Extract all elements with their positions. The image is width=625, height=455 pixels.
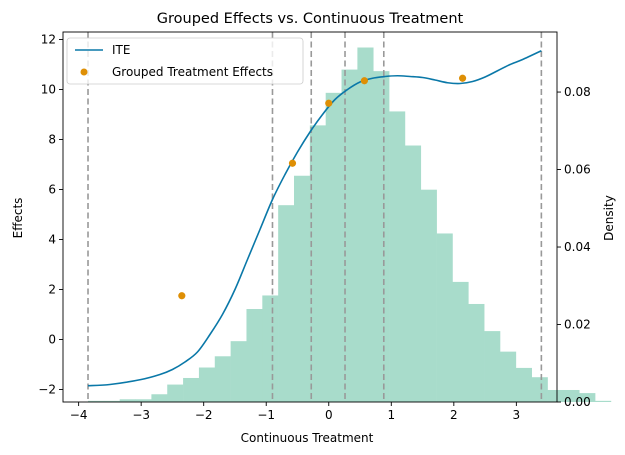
y-tick-label: 10 <box>41 83 56 97</box>
histogram-bar <box>151 394 168 402</box>
plot-frame <box>62 31 558 403</box>
grouped-effect-point <box>288 159 297 167</box>
histogram-bar <box>341 69 358 403</box>
y-axis-ticks: −2 0 2 4 6 8 10 12 <box>38 33 63 397</box>
x-tick-label: −3 <box>132 408 150 422</box>
y-tick-label: −2 <box>38 383 56 397</box>
group-boundaries <box>87 32 543 402</box>
histogram-bar <box>325 92 342 403</box>
histogram-bar <box>373 71 390 402</box>
y-tick-label: 0 <box>48 333 56 347</box>
grouped-effects-points <box>178 74 467 300</box>
legend-box <box>66 37 304 85</box>
histogram-bar <box>278 205 295 402</box>
histogram-bar <box>436 233 453 402</box>
grouped-effect-point <box>178 292 186 300</box>
x-tick-label: 2 <box>450 408 458 422</box>
chart-title: Grouped Effects vs. Continuous Treatment <box>157 11 464 27</box>
y2-tick-label: 0.04 <box>564 240 591 254</box>
histogram-bar <box>103 400 121 402</box>
grouped-effect-point <box>458 74 467 82</box>
x-tick-label: −1 <box>257 408 275 422</box>
x-tick-label: −2 <box>195 408 213 422</box>
grouped-effect-point <box>360 77 369 85</box>
y2-tick-label: 0.08 <box>564 85 591 99</box>
x-axis-ticks: −4 −3 −2 −1 0 1 2 3 <box>70 402 520 422</box>
legend-label-grouped: Grouped Treatment Effects <box>112 65 273 79</box>
x-tick-label: 3 <box>513 408 521 422</box>
histogram-bar <box>230 341 247 402</box>
histogram-bar <box>404 145 422 403</box>
y-tick-label: 4 <box>48 233 56 247</box>
x-tick-label: −4 <box>70 408 88 422</box>
histogram-bar <box>357 47 374 403</box>
legend-dot-swatch <box>80 68 88 76</box>
x-tick-label: 0 <box>325 408 333 422</box>
histogram-bar <box>420 189 437 402</box>
histogram-bar <box>547 389 564 402</box>
y-tick-label: 2 <box>48 283 56 297</box>
y2-axis-ticks: 0.00 0.02 0.04 0.06 0.08 <box>557 85 591 409</box>
legend: ITE Grouped Treatment Effects <box>66 37 304 85</box>
histogram-bar <box>515 367 532 402</box>
histogram-bar <box>531 377 548 402</box>
histogram-bar <box>262 295 279 402</box>
y-axis-label: Effects <box>11 198 25 239</box>
y-tick-label: 12 <box>41 33 56 47</box>
histogram-bar <box>579 393 596 402</box>
histogram-bar <box>167 384 184 402</box>
y2-tick-label: 0.00 <box>564 395 591 409</box>
histogram-bar <box>214 356 231 402</box>
histogram-bar <box>595 400 612 402</box>
histogram-bar <box>484 331 501 402</box>
x-tick-label: 1 <box>387 408 395 422</box>
histogram <box>88 47 612 403</box>
histogram-bar <box>468 303 485 402</box>
histogram-bar <box>309 125 326 402</box>
histogram-bar <box>183 377 200 402</box>
histogram-bar <box>119 399 136 402</box>
histogram-bar <box>135 399 152 402</box>
y2-axis-label: Density <box>602 195 616 241</box>
y2-tick-label: 0.06 <box>564 163 591 177</box>
histogram-bar <box>563 389 580 402</box>
x-axis-label: Continuous Treatment <box>241 431 374 445</box>
legend-label-ite: ITE <box>112 43 130 57</box>
y-tick-label: 8 <box>48 133 56 147</box>
histogram-bar <box>499 351 517 402</box>
grouped-effect-point <box>325 99 333 107</box>
y-tick-label: 6 <box>48 183 56 197</box>
histogram-bar <box>88 400 105 402</box>
histogram-bar <box>294 175 311 402</box>
y2-tick-label: 0.02 <box>564 318 591 332</box>
histogram-bar <box>389 111 406 403</box>
histogram-bar <box>198 367 216 402</box>
histogram-bar <box>452 281 469 402</box>
histogram-bar <box>246 309 263 402</box>
